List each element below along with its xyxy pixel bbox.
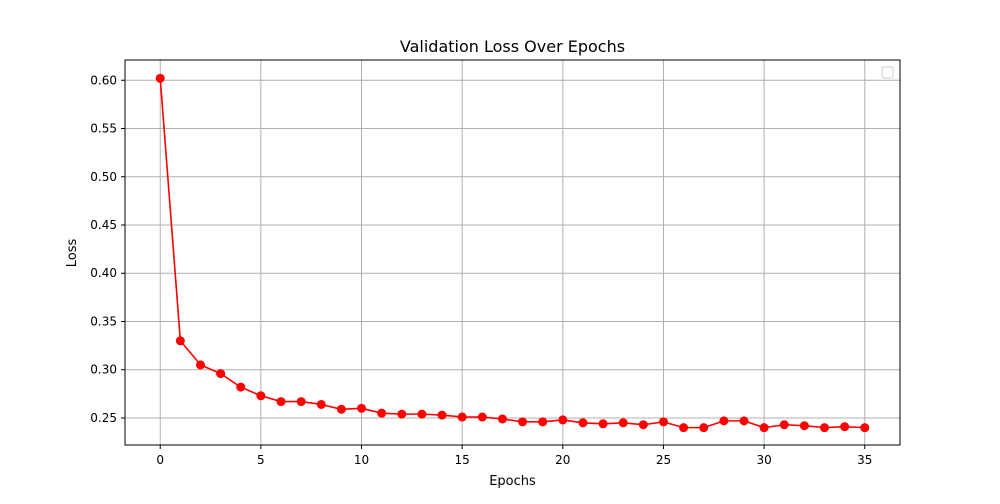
data-point <box>276 397 286 407</box>
data-point <box>256 391 266 401</box>
data-point <box>739 416 749 426</box>
x-axis-label: Epochs <box>489 474 536 489</box>
plot-area-frame <box>124 59 901 446</box>
chart-title: Validation Loss Over Epochs <box>400 37 625 56</box>
y-tick-label: 0.35 <box>90 314 117 328</box>
x-tick-label: 20 <box>555 453 570 467</box>
data-point <box>799 421 809 431</box>
y-tick-label: 0.45 <box>90 218 117 232</box>
data-point <box>216 369 226 379</box>
data-point <box>618 418 628 428</box>
data-point <box>558 415 568 425</box>
data-point <box>759 423 769 433</box>
x-tick-label: 10 <box>354 453 369 467</box>
data-point <box>638 420 648 430</box>
x-tick-label: 35 <box>857 453 872 467</box>
x-tick-label: 15 <box>455 453 470 467</box>
data-point <box>840 422 850 432</box>
data-point <box>518 417 528 427</box>
x-tick-label: 30 <box>756 453 771 467</box>
data-point <box>316 399 326 409</box>
x-tick-label: 25 <box>656 453 671 467</box>
x-axis-ticks: 0 5 10 15 20 25 30 35 <box>156 445 872 467</box>
data-point <box>719 416 729 426</box>
y-tick-label: 0.60 <box>90 73 117 87</box>
data-point <box>457 412 467 422</box>
data-point <box>699 423 709 433</box>
y-axis-label: Loss <box>65 239 80 268</box>
y-axis-ticks: 0.25 0.30 0.35 0.40 0.45 0.50 0.55 0.60 <box>90 73 125 425</box>
data-point <box>357 403 367 413</box>
series-layer <box>155 73 870 433</box>
data-point <box>155 73 165 83</box>
data-point <box>679 423 689 433</box>
data-point <box>377 408 387 418</box>
x-tick-label: 5 <box>257 453 265 467</box>
y-tick-label: 0.40 <box>90 266 117 280</box>
data-point <box>538 417 548 427</box>
y-tick-label: 0.30 <box>90 363 117 377</box>
data-point <box>860 423 870 433</box>
data-point <box>477 412 487 422</box>
data-point <box>236 382 246 392</box>
data-point <box>820 423 830 433</box>
data-point <box>578 418 588 428</box>
data-point <box>779 420 789 430</box>
grid-lines <box>125 60 900 445</box>
x-tick-label: 0 <box>156 453 164 467</box>
legend-box <box>881 66 894 79</box>
data-point <box>497 414 507 424</box>
data-point <box>296 397 306 407</box>
y-tick-label: 0.50 <box>90 170 117 184</box>
data-point <box>336 404 346 414</box>
data-point <box>598 419 608 429</box>
data-point <box>417 409 427 419</box>
data-point <box>658 417 668 427</box>
data-point <box>437 410 447 420</box>
data-point <box>175 336 185 346</box>
data-point <box>195 360 205 370</box>
data-point <box>397 409 407 419</box>
y-tick-label: 0.55 <box>90 122 117 136</box>
y-tick-label: 0.25 <box>90 411 117 425</box>
